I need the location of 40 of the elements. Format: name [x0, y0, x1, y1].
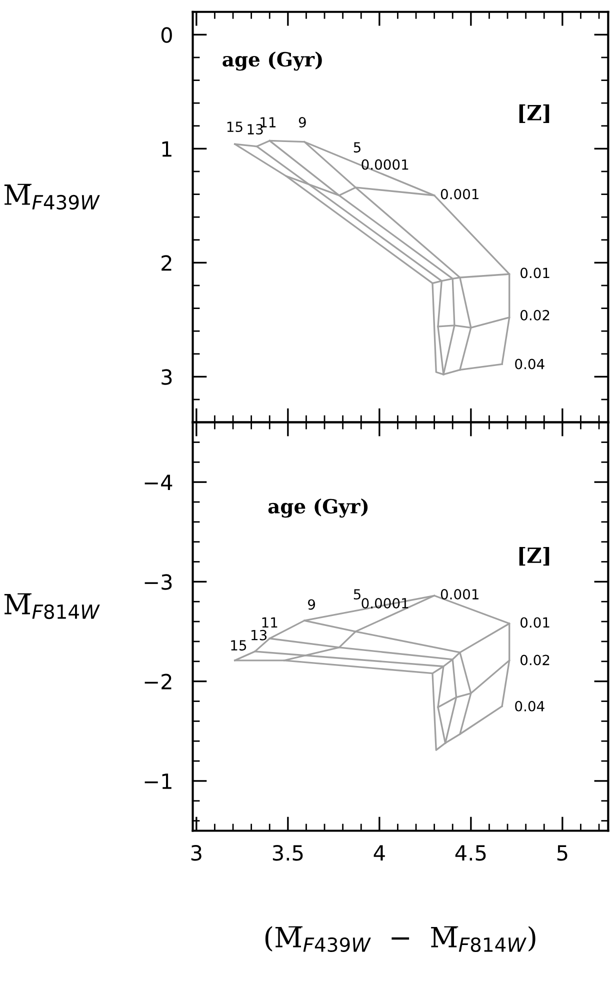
y-tick-label: −1	[144, 774, 172, 789]
x-tick-label: 5	[557, 845, 568, 861]
x-tick-label: 3	[191, 845, 202, 861]
annotation: 0.04	[515, 700, 544, 712]
annotation: 0.01	[520, 617, 550, 628]
annotation: 5	[354, 142, 360, 153]
annotation: 0.02	[520, 310, 550, 320]
annotation: 11	[260, 117, 276, 128]
annotation: 0.02	[520, 654, 550, 666]
x-tick-label: 3.5	[272, 845, 303, 861]
y-tick-label: 0	[161, 27, 172, 43]
y-tick-label: −2	[144, 674, 172, 690]
annotation: 13	[252, 630, 267, 640]
annotation: 0.0001	[362, 598, 408, 609]
y-tick-label: −4	[144, 474, 172, 490]
annotation: 11	[262, 617, 278, 628]
annotation: age (Gyr)	[268, 498, 368, 518]
annotation: 5	[354, 589, 360, 600]
annotation: 15	[231, 640, 246, 651]
annotation: [Z]	[519, 547, 550, 566]
y-tick-label: 3	[162, 369, 172, 385]
y-tick-label: 2	[162, 255, 172, 271]
annotation: 15	[227, 122, 242, 132]
annotation: 0.001	[440, 589, 478, 600]
y-tick-label: 1	[162, 141, 172, 157]
y-axis-title: M̅$_{F439W}$	[4, 184, 100, 210]
annotation: 9	[298, 117, 306, 128]
x-axis-title: (M̅$_{F439W}$ − M̅$_{F814W}$)	[265, 926, 536, 952]
x-tick-label: 4	[374, 845, 385, 860]
annotation: [Z]	[519, 104, 550, 123]
y-tick-label: −3	[144, 574, 172, 590]
annotation: age (Gyr)	[222, 52, 322, 71]
annotation: 0.01	[520, 268, 550, 278]
y-axis-title: M̅$_{F814W}$	[4, 593, 100, 620]
annotation: 13	[248, 124, 263, 135]
x-tick-label: 4.5	[455, 845, 486, 861]
annotation: 0.001	[440, 188, 478, 200]
annotation: 0.04	[515, 358, 544, 370]
annotation: 9	[308, 599, 316, 610]
annotation: 0.0001	[362, 159, 408, 170]
